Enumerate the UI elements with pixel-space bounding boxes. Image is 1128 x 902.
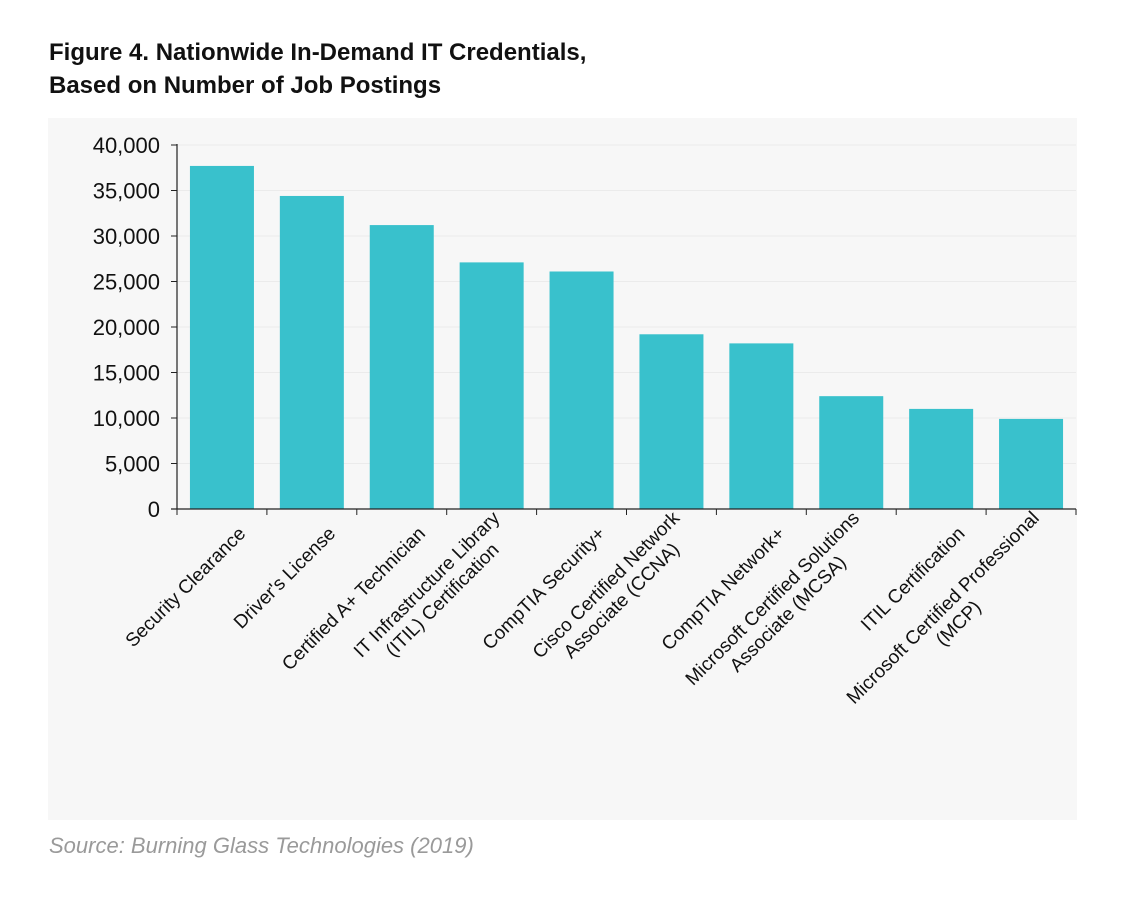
- y-tick-label: 25,000: [93, 270, 160, 295]
- bar: [549, 271, 614, 509]
- bar: [459, 262, 524, 509]
- bar: [189, 165, 254, 509]
- axes: [171, 144, 1077, 515]
- source-note: Source: Burning Glass Technologies (2019…: [49, 833, 474, 858]
- bar: [909, 408, 974, 509]
- y-tick-labels: 0 5,000 10,000 15,000 20,000 25,000 30,000 35,0…: [93, 133, 160, 522]
- y-tick-label: 20,000: [93, 315, 160, 340]
- chart-title-line-1: Figure 4. Nationwide In-Demand IT Creden…: [49, 39, 587, 66]
- x-tick-label-line: Security Clearance: [122, 523, 250, 651]
- bar: [729, 343, 794, 509]
- chart-title: Figure 4. Nationwide In-Demand IT Creden…: [49, 36, 1049, 102]
- chart-panel: 0 5,000 10,000 15,000 20,000 25,000 30,000 35,0…: [48, 118, 1077, 820]
- x-tick-label: Security Clearance: [122, 523, 250, 651]
- y-tick-label: 0: [148, 497, 160, 522]
- y-tick-label: 30,000: [93, 224, 160, 249]
- chart-title-line-2: Based on Number of Job Postings: [49, 72, 442, 99]
- y-tick-label: 40,000: [93, 133, 160, 158]
- bar: [639, 334, 704, 509]
- bar: [369, 225, 434, 509]
- bar: [999, 418, 1064, 509]
- bars: [189, 165, 1064, 509]
- y-tick-label: 15,000: [93, 361, 160, 386]
- bar: [819, 396, 884, 509]
- y-tick-label: 5,000: [105, 452, 160, 477]
- bar-chart: 0 5,000 10,000 15,000 20,000 25,000 30,000 35,0…: [93, 133, 1077, 709]
- y-tick-label: 10,000: [93, 406, 160, 431]
- y-tick-label: 35,000: [93, 179, 160, 204]
- bar: [279, 195, 344, 509]
